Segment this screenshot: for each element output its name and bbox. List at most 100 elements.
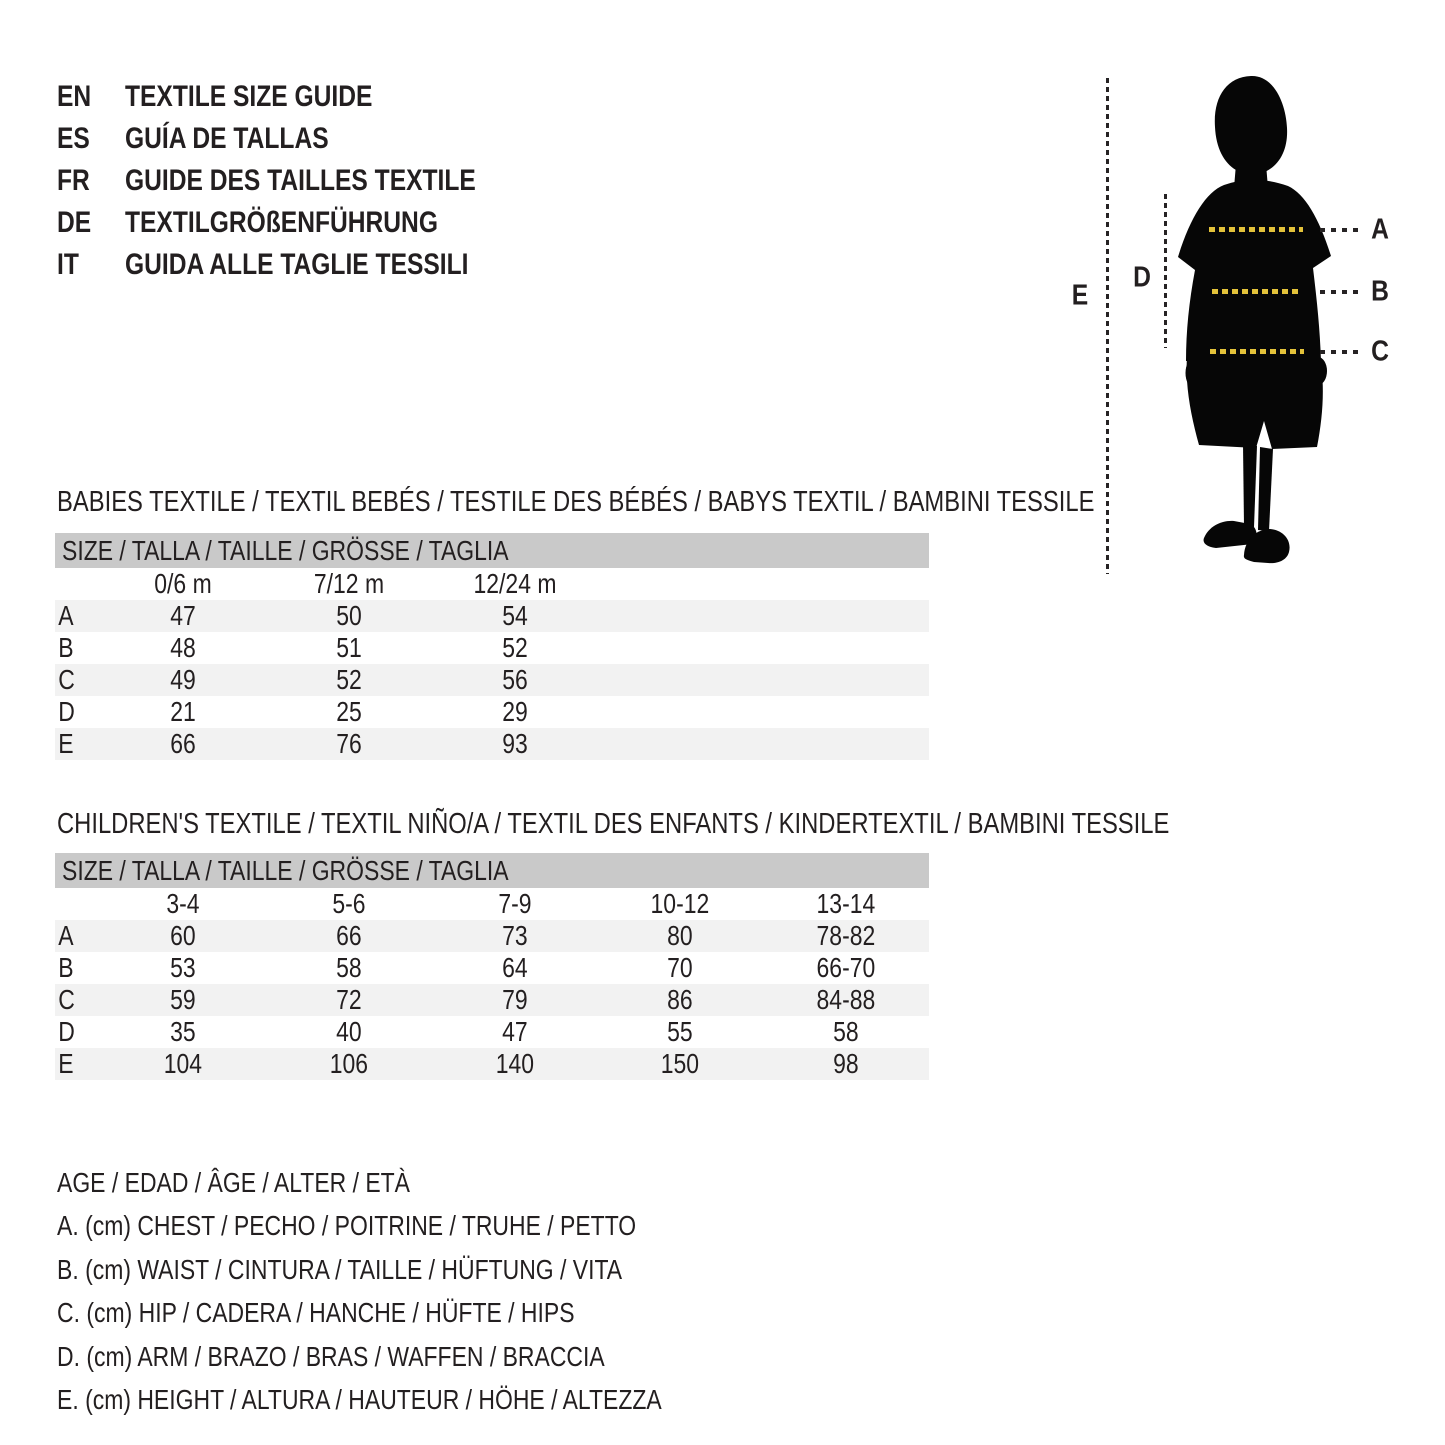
- cell-value: 49: [170, 664, 196, 695]
- silhouette-right-leg: [1258, 447, 1273, 531]
- measure-label-b: B: [1371, 275, 1389, 308]
- cell-value: 72: [335, 984, 362, 1015]
- table-row: D 35 40 47 55 58: [55, 1016, 929, 1048]
- column-header: 7/12 m: [313, 568, 385, 599]
- legend-line-text: A. (cm) CHEST / PECHO / POITRINE / TRUHE…: [57, 1210, 637, 1242]
- cell-value: 25: [336, 696, 362, 727]
- child-silhouette-figure: [1178, 75, 1331, 564]
- silhouette-torso: [1178, 179, 1331, 361]
- table-row: C 49 52 56: [55, 664, 929, 696]
- measurement-legend: AGE / EDAD / ÂGE / ALTER / ETÀ A. (cm) CH…: [57, 1161, 794, 1422]
- language-code: IT: [57, 248, 79, 281]
- silhouette-shorts: [1186, 357, 1323, 449]
- chest-measure-dots-yellow: [1209, 227, 1303, 232]
- cell-value: 52: [336, 664, 362, 695]
- language-code: FR: [57, 164, 90, 197]
- row-letter: C: [58, 984, 75, 1015]
- language-row-en: EN TEXTILE SIZE GUIDE: [57, 76, 553, 118]
- size-header-bar: SIZE / TALLA / TAILLE / GRÖSSE / TAGLIA: [55, 853, 929, 888]
- row-letter: C: [58, 664, 75, 695]
- height-measure-line-e: [1106, 78, 1109, 574]
- measure-label-d: D: [1133, 261, 1151, 294]
- legend-line: C. (cm) HIP / CADERA / HANCHE / HÜFTE / …: [57, 1292, 794, 1336]
- table-row: B 53 58 64 70 66-70: [55, 952, 929, 984]
- cell-value: 78-82: [816, 920, 876, 951]
- cell-value: 64: [501, 952, 528, 983]
- silhouette-head: [1214, 75, 1288, 175]
- cell-value: 53: [170, 952, 196, 983]
- column-header: 5-6: [332, 888, 366, 919]
- cell-value: 47: [501, 1016, 528, 1047]
- cell-value: 66: [335, 920, 362, 951]
- cell-value: 98: [833, 1048, 859, 1079]
- cell-value: 70: [667, 952, 694, 983]
- legend-line: E. (cm) HEIGHT / ALTURA / HAUTEUR / HÖHE…: [57, 1379, 794, 1423]
- language-row-de: DE TEXTILGRÖßENFÜHRUNG: [57, 202, 553, 244]
- legend-line: A. (cm) CHEST / PECHO / POITRINE / TRUHE…: [57, 1205, 794, 1249]
- cell-value: 35: [170, 1016, 196, 1047]
- size-header-bar: SIZE / TALLA / TAILLE / GRÖSSE / TAGLIA: [55, 533, 929, 568]
- children-size-table: SIZE / TALLA / TAILLE / GRÖSSE / TAGLIA …: [55, 853, 929, 1080]
- table-row: D 21 25 29: [55, 696, 929, 728]
- cell-value: 66: [170, 728, 196, 759]
- cell-value: 40: [335, 1016, 362, 1047]
- guide-title-en: TEXTILE SIZE GUIDE: [125, 80, 373, 113]
- cell-value: 80: [667, 920, 694, 951]
- cell-value: 47: [170, 600, 196, 631]
- row-letter: A: [58, 600, 74, 631]
- cell-value: 106: [329, 1048, 368, 1079]
- measure-label-a: A: [1371, 213, 1389, 246]
- legend-line-text: AGE / EDAD / ÂGE / ALTER / ETÀ: [57, 1166, 411, 1198]
- cell-value: 84-88: [816, 984, 876, 1015]
- cell-value: 58: [833, 1016, 859, 1047]
- legend-line-text: D. (cm) ARM / BRAZO / BRAS / WAFFEN / BR…: [57, 1340, 605, 1372]
- legend-line-text: E. (cm) HEIGHT / ALTURA / HAUTEUR / HÖHE…: [57, 1384, 662, 1416]
- waist-measure-dots-yellow: [1212, 289, 1299, 294]
- row-letter: B: [58, 952, 74, 983]
- silhouette-left-shoe: [1203, 520, 1257, 548]
- cell-value: 140: [495, 1048, 534, 1079]
- table-column-header-row: 3-4 5-6 7-9 10-12 13-14: [55, 888, 929, 920]
- row-letter: D: [58, 1016, 75, 1047]
- cell-value: 56: [502, 664, 528, 695]
- cell-value: 150: [661, 1048, 700, 1079]
- row-letter: D: [58, 696, 75, 727]
- language-code: DE: [57, 206, 92, 239]
- silhouette-right-shoe: [1243, 529, 1290, 564]
- cell-value: 54: [502, 600, 528, 631]
- language-title-list: EN TEXTILE SIZE GUIDE ES GUÍA DE TALLAS …: [57, 76, 553, 286]
- row-letter: E: [58, 1048, 74, 1079]
- guide-title-de: TEXTILGRÖßENFÜHRUNG: [125, 206, 438, 239]
- cell-value: 29: [502, 696, 528, 727]
- legend-line: AGE / EDAD / ÂGE / ALTER / ETÀ: [57, 1161, 794, 1205]
- cell-value: 79: [501, 984, 528, 1015]
- hip-measure-dots-yellow: [1210, 349, 1304, 354]
- row-letter: B: [58, 632, 74, 663]
- cell-value: 76: [336, 728, 362, 759]
- measure-label-c: C: [1371, 335, 1389, 368]
- guide-title-fr: GUIDE DES TAILLES TEXTILE: [125, 164, 476, 197]
- language-code: EN: [57, 80, 92, 113]
- cell-value: 93: [502, 728, 528, 759]
- cell-value: 86: [667, 984, 694, 1015]
- column-header: 10-12: [650, 888, 710, 919]
- size-header-label: SIZE / TALLA / TAILLE / GRÖSSE / TAGLIA: [62, 534, 509, 566]
- children-section-title: CHILDREN'S TEXTILE / TEXTIL NIÑO/A / TEX…: [57, 808, 1170, 840]
- legend-line-text: C. (cm) HIP / CADERA / HANCHE / HÜFTE / …: [57, 1297, 575, 1329]
- language-row-fr: FR GUIDE DES TAILLES TEXTILE: [57, 160, 553, 202]
- table-column-header-row: 0/6 m 7/12 m 12/24 m: [55, 568, 929, 600]
- babies-size-table: SIZE / TALLA / TAILLE / GRÖSSE / TAGLIA …: [55, 533, 929, 760]
- language-row-es: ES GUÍA DE TALLAS: [57, 118, 553, 160]
- children-table-rows: 3-4 5-6 7-9 10-12 13-14 A 60 66 73 80 78-82 B 53 58 64…: [55, 888, 929, 1080]
- cell-value: 58: [335, 952, 362, 983]
- measure-label-e: E: [1071, 279, 1089, 312]
- table-row: C 59 72 79 86 84-88: [55, 984, 929, 1016]
- cell-value: 50: [336, 600, 362, 631]
- cell-value: 55: [667, 1016, 694, 1047]
- guide-title-it: GUIDA ALLE TAGLIE TESSILI: [125, 248, 469, 281]
- cell-value: 51: [336, 632, 362, 663]
- language-code: ES: [57, 122, 90, 155]
- column-header: 7-9: [497, 888, 532, 919]
- column-header: 13-14: [816, 888, 876, 919]
